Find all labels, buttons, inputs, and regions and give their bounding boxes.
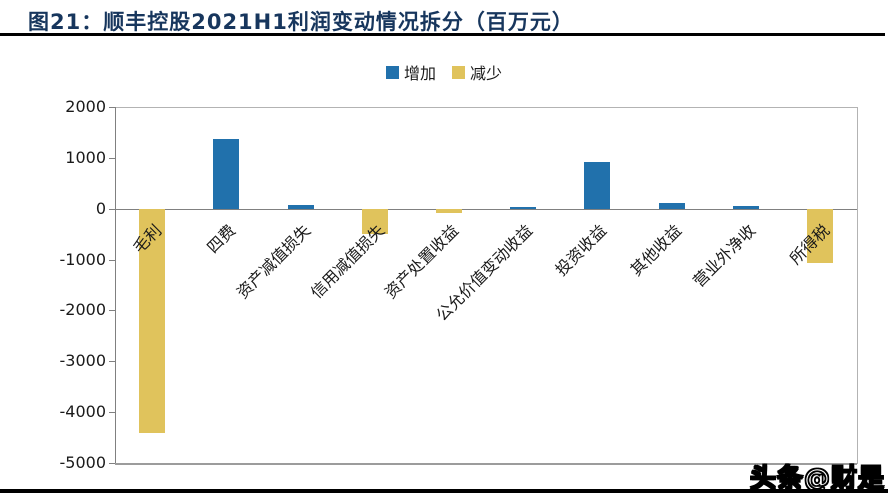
y-tick-mark xyxy=(109,310,115,311)
bar-4 xyxy=(362,209,388,234)
bar-9 xyxy=(733,206,759,209)
y-tick-label: -2000 xyxy=(59,300,107,319)
bar-6 xyxy=(510,207,536,209)
y-tick-label: 2000 xyxy=(65,97,106,116)
bottom-divider xyxy=(0,489,888,493)
y-tick-label: 1000 xyxy=(65,148,106,167)
y-tick-label: -3000 xyxy=(59,351,107,370)
y-tick-mark xyxy=(109,361,115,362)
y-tick-label: -5000 xyxy=(59,453,107,472)
page-title: 图21：顺丰控股2021H1利润变动情况拆分（百万元） xyxy=(28,10,574,34)
bar-8 xyxy=(659,203,685,209)
legend-swatch-increase-icon xyxy=(385,65,399,79)
bar-3 xyxy=(288,205,314,209)
y-axis-line xyxy=(115,107,116,465)
y-tick-mark xyxy=(109,260,115,261)
plot-frame xyxy=(115,107,858,464)
bar-7 xyxy=(584,162,610,209)
y-tick-label: 0 xyxy=(95,199,106,218)
legend-label-increase: 增加 xyxy=(403,64,436,83)
legend-item-increase: 增加 xyxy=(385,60,436,84)
y-tick-mark xyxy=(109,209,115,210)
title-underline xyxy=(0,33,885,36)
zero-line xyxy=(115,209,857,210)
y-tick-mark xyxy=(109,107,115,108)
bar-1 xyxy=(139,209,165,433)
legend-label-decrease: 减少 xyxy=(470,64,503,83)
x-axis-line xyxy=(115,463,857,465)
y-tick-mark xyxy=(109,412,115,413)
bar-10 xyxy=(807,209,833,263)
y-tick-mark xyxy=(109,158,115,159)
y-tick-label: -4000 xyxy=(59,402,107,421)
legend-item-decrease: 减少 xyxy=(452,60,502,84)
y-tick-mark xyxy=(109,463,115,464)
bar-2 xyxy=(213,139,239,209)
y-tick-label: -1000 xyxy=(59,250,107,269)
bar-5 xyxy=(436,209,462,213)
chart-legend: 增加 减少 xyxy=(0,60,888,84)
legend-swatch-decrease-icon xyxy=(452,65,465,79)
